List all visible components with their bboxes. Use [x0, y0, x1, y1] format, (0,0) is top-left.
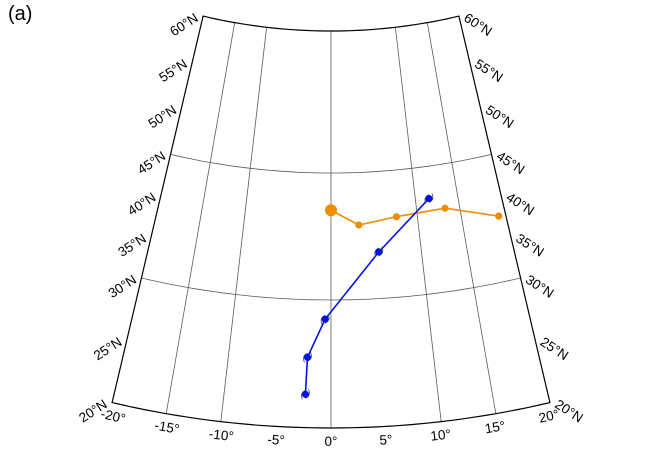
- lat-label-right: 55°N: [472, 56, 505, 85]
- lat-label-right: 35°N: [513, 231, 546, 260]
- lat-label-left: 30°N: [106, 272, 139, 301]
- parallel-line: [141, 277, 521, 301]
- track-point: [392, 213, 401, 221]
- track-point: [425, 194, 433, 203]
- frame-outline: [111, 15, 551, 429]
- track-point: [375, 248, 383, 256]
- lat-label-left: 25°N: [91, 334, 124, 363]
- lat-label-right: 30°N: [523, 272, 556, 301]
- lat-label-left: 35°N: [115, 231, 148, 260]
- lat-label-right: 40°N: [504, 190, 537, 219]
- track-point: [495, 212, 503, 220]
- meridian-line: [426, 22, 497, 414]
- track-point: [301, 390, 310, 398]
- lon-label: 10°: [430, 427, 452, 444]
- parallel-line: [170, 154, 492, 174]
- panel-label: (a): [8, 3, 32, 25]
- track-point: [303, 353, 312, 361]
- meridian-line: [394, 27, 442, 422]
- lon-label: 15°: [484, 418, 507, 436]
- lon-label: -5°: [267, 432, 285, 448]
- lat-label-left: 45°N: [135, 148, 168, 177]
- lon-label: -10°: [208, 426, 234, 444]
- track-point: [355, 221, 363, 229]
- meridian-line: [165, 22, 236, 414]
- track-point: [441, 204, 449, 212]
- map-frame: [111, 15, 551, 429]
- lon-label: 5°: [379, 432, 393, 448]
- graticule: [141, 22, 521, 428]
- lat-label-right: 60°N: [461, 10, 494, 39]
- storm-tracks: [301, 193, 503, 400]
- track-point: [321, 315, 329, 323]
- track-line-1: [330, 207, 499, 226]
- lat-label-right: 45°N: [494, 148, 527, 177]
- lat-label-left: 60°N: [167, 10, 200, 39]
- lat-label-right: 25°N: [538, 334, 571, 363]
- lat-label-left: 40°N: [125, 190, 158, 219]
- lon-label: 20°: [537, 407, 560, 426]
- lon-label: 0°: [325, 434, 338, 449]
- lon-label: -20°: [99, 406, 127, 426]
- lat-label-left: 50°N: [146, 102, 179, 131]
- meridian-line: [220, 27, 268, 422]
- lat-label-right: 50°N: [483, 102, 516, 131]
- lat-label-left: 55°N: [156, 56, 189, 85]
- lon-label: -15°: [153, 418, 180, 437]
- track-point: [325, 204, 337, 217]
